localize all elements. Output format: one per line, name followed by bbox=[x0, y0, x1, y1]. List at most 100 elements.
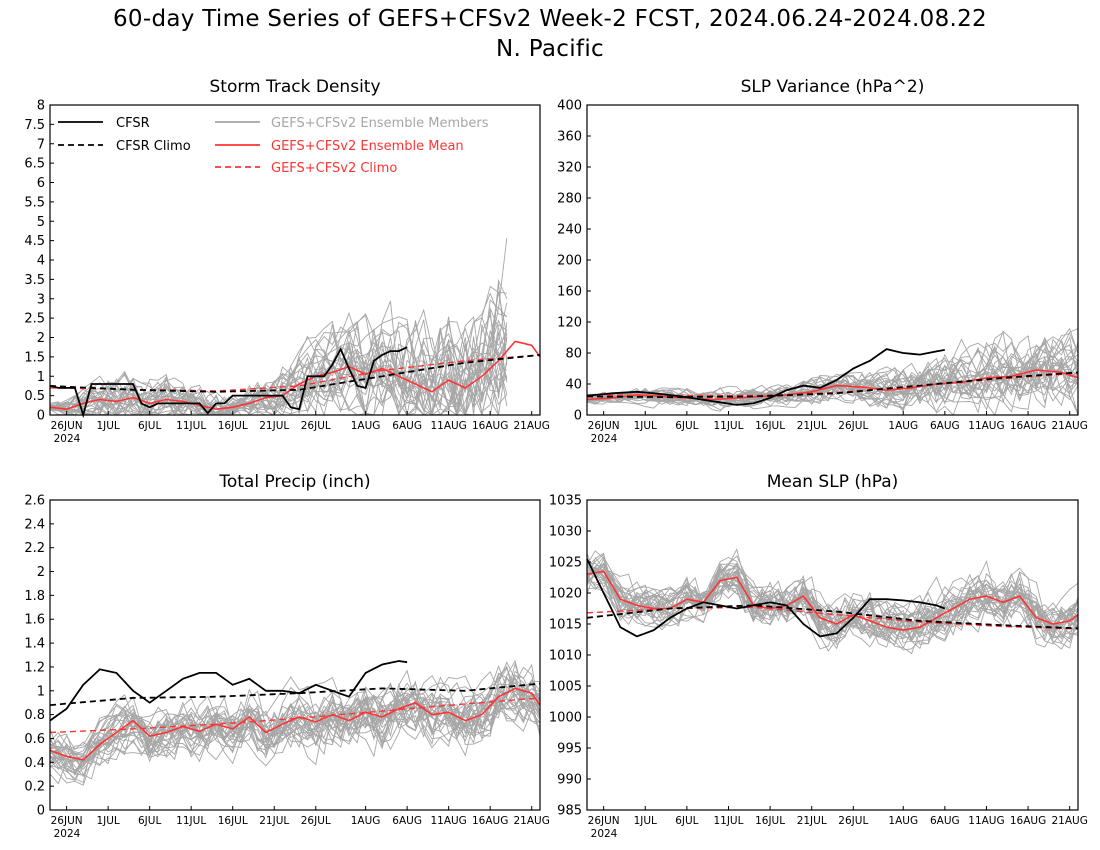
legend-label: GEFS+CFSv2 Ensemble Mean bbox=[271, 139, 464, 154]
x-tick-label: 6JUL bbox=[675, 815, 698, 827]
cfsr-line bbox=[49, 660, 408, 722]
x-tick-label: 6AUG bbox=[392, 815, 422, 827]
x-tick-label: 16AUG bbox=[472, 815, 508, 827]
y-tick-label: 0.5 bbox=[24, 389, 45, 404]
ensemble-mean-line bbox=[49, 340, 541, 411]
x-tick-label: 6AUG bbox=[392, 420, 422, 432]
y-tick-label: 0.4 bbox=[24, 756, 45, 771]
x-year-label: 2024 bbox=[54, 433, 81, 445]
y-tick-label: 2 bbox=[37, 331, 45, 346]
y-tick-label: 1005 bbox=[549, 680, 582, 695]
figure-title: 60-day Time Series of GEFS+CFSv2 Week-2 … bbox=[113, 6, 987, 32]
y-tick-label: 5 bbox=[37, 215, 45, 230]
ensemble-member-line bbox=[586, 566, 1079, 643]
y-tick-label: 320 bbox=[557, 161, 582, 176]
y-tick-label: 2.5 bbox=[24, 312, 45, 327]
x-year-label: 2024 bbox=[591, 433, 618, 445]
x-tick-label: 26JUN bbox=[51, 815, 83, 827]
x-tick-label: 6JUL bbox=[138, 815, 161, 827]
y-tick-label: 6 bbox=[37, 176, 45, 191]
y-tick-label: 1 bbox=[37, 370, 45, 385]
y-tick-label: 8 bbox=[37, 99, 45, 114]
cfsr-line bbox=[586, 558, 946, 638]
y-tick-label: 240 bbox=[557, 223, 582, 238]
y-tick-label: 40 bbox=[565, 378, 582, 393]
y-tick-label: 7.5 bbox=[24, 118, 45, 133]
x-tick-label: 26JUL bbox=[301, 815, 331, 827]
y-tick-label: 2 bbox=[37, 565, 45, 580]
chart-panel-3: Total Precip (inch) 0 0.2 0.4 0.6 0.8 1 1.2 1.4 1… bbox=[24, 472, 550, 840]
y-tick-label: 1030 bbox=[549, 525, 582, 540]
y-tick-label: 0 bbox=[37, 409, 45, 424]
y-tick-label: 2.2 bbox=[24, 541, 45, 556]
y-tick-label: 400 bbox=[557, 99, 582, 114]
ensemble-member-line bbox=[586, 349, 1079, 413]
x-tick-label: 1JUL bbox=[96, 815, 119, 827]
y-tick-label: 5.5 bbox=[24, 195, 45, 210]
y-tick-label: 200 bbox=[557, 254, 582, 269]
y-tick-label: 6.5 bbox=[24, 157, 45, 172]
y-tick-label: 0.2 bbox=[24, 780, 45, 795]
x-tick-label: 21AUG bbox=[1051, 420, 1087, 432]
ensemble-member-line bbox=[49, 682, 541, 763]
y-tick-label: 995 bbox=[557, 742, 582, 757]
x-tick-label: 16JUL bbox=[218, 420, 248, 432]
y-tick-label: 160 bbox=[557, 285, 582, 300]
chart-panel-4: Mean SLP (hPa) 985 990 995 1000 1005 1010 1015 1… bbox=[549, 472, 1088, 840]
y-tick-label: 1 bbox=[37, 684, 45, 699]
x-tick-label: 1JUL bbox=[96, 420, 119, 432]
x-tick-label: 6AUG bbox=[930, 420, 960, 432]
ensemble-members bbox=[49, 238, 508, 417]
y-tick-label: 1035 bbox=[549, 494, 582, 509]
x-tick-label: 26JUL bbox=[838, 815, 868, 827]
x-tick-label: 26JUL bbox=[838, 420, 868, 432]
x-tick-label: 11JUL bbox=[176, 420, 206, 432]
legend-label: CFSR bbox=[116, 116, 150, 131]
x-tick-label: 21JUL bbox=[259, 420, 289, 432]
x-tick-label: 1AUG bbox=[888, 420, 918, 432]
y-tick-label: 1010 bbox=[549, 649, 582, 664]
x-tick-label: 6JUL bbox=[675, 420, 698, 432]
x-tick-label: 16AUG bbox=[1010, 815, 1046, 827]
x-tick-label: 16AUG bbox=[1010, 420, 1046, 432]
y-tick-label: 0 bbox=[37, 804, 45, 819]
x-year-label: 2024 bbox=[54, 828, 81, 840]
y-tick-label: 80 bbox=[565, 347, 582, 362]
x-tick-label: 11AUG bbox=[430, 815, 466, 827]
y-tick-label: 1015 bbox=[549, 618, 582, 633]
ensemble-member-line bbox=[49, 308, 508, 416]
y-tick-label: 360 bbox=[557, 130, 582, 145]
figure-subtitle: N. Pacific bbox=[496, 36, 604, 62]
x-year-label: 2024 bbox=[591, 828, 618, 840]
ensemble-member-line bbox=[49, 694, 541, 780]
cfsr-line bbox=[586, 348, 945, 406]
ensemble-member-line bbox=[586, 335, 1079, 403]
cfsr-climo-line bbox=[49, 354, 541, 393]
ensemble-member-line bbox=[49, 309, 508, 417]
x-tick-label: 21AUG bbox=[514, 420, 550, 432]
x-tick-label: 16JUL bbox=[218, 815, 248, 827]
y-tick-label: 4 bbox=[37, 254, 45, 269]
legend-label: GEFS+CFSv2 Climo bbox=[271, 161, 397, 176]
y-tick-label: 1.5 bbox=[24, 350, 45, 365]
ensemble-member-line bbox=[49, 663, 541, 785]
y-tick-label: 985 bbox=[557, 804, 582, 819]
plot-frame bbox=[586, 499, 1079, 811]
ensemble-member-line bbox=[586, 336, 1079, 406]
chart-title: Mean SLP (hPa) bbox=[767, 472, 899, 492]
x-tick-label: 6JUL bbox=[138, 420, 161, 432]
x-tick-label: 21AUG bbox=[1051, 815, 1087, 827]
x-tick-label: 26JUN bbox=[588, 815, 620, 827]
x-tick-label: 1AUG bbox=[888, 815, 918, 827]
y-tick-label: 120 bbox=[557, 316, 582, 331]
ensemble-member-line bbox=[49, 676, 541, 760]
legend: CFSR CFSR Climo GEFS+CFSv2 Ensemble Member… bbox=[58, 116, 489, 176]
chart-title: Storm Track Density bbox=[209, 77, 380, 97]
x-tick-label: 21AUG bbox=[514, 815, 550, 827]
ensemble-members bbox=[586, 327, 1079, 416]
y-tick-label: 280 bbox=[557, 192, 582, 207]
legend-label: CFSR Climo bbox=[116, 139, 191, 154]
y-tick-label: 2.6 bbox=[24, 494, 45, 509]
chart-title: Total Precip (inch) bbox=[218, 472, 370, 492]
